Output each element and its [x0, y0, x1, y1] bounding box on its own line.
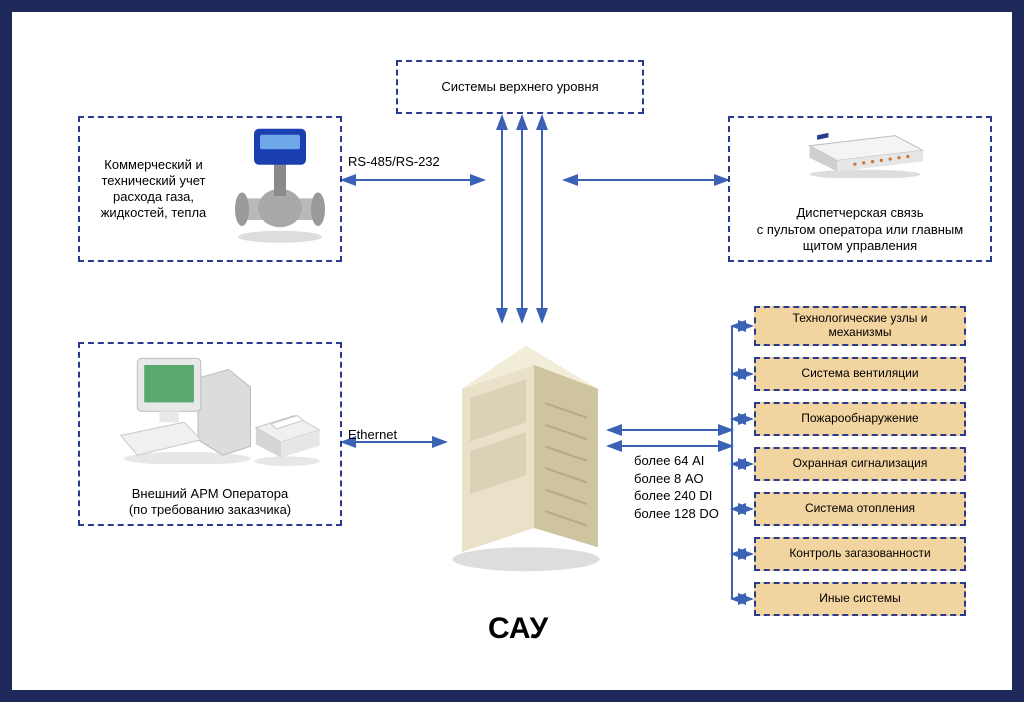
- side-item-0: Технологические узлы имеханизмы: [754, 306, 966, 346]
- box-external-arm-label: Внешний АРМ Оператора(по требованию зака…: [129, 486, 291, 519]
- side-item-1: Система вентиляции: [754, 357, 966, 391]
- printer-icon: [250, 406, 324, 466]
- flow-meter-icon: [230, 124, 330, 244]
- side-item-6: Иные системы: [754, 582, 966, 616]
- outer-frame: Системы верхнего уровня Коммерческий ите…: [0, 0, 1024, 702]
- side-item-2: Пожарообнаружение: [754, 402, 966, 436]
- label-ethernet: Ethernet: [348, 427, 397, 442]
- modem-icon: [802, 132, 928, 178]
- box-upper-systems: Системы верхнего уровня: [396, 60, 644, 114]
- box-upper-systems-label: Системы верхнего уровня: [441, 79, 598, 95]
- signal-specs: более 64 AIболее 8 AOболее 240 DIболее 1…: [634, 452, 719, 522]
- side-item-5: Контроль загазованности: [754, 537, 966, 571]
- box-metering-label: Коммерческий итехнический учетрасхода га…: [86, 157, 221, 222]
- label-rs485: RS-485/RS-232: [348, 154, 440, 169]
- server-icon: [446, 336, 606, 576]
- side-item-3: Охранная сигнализация: [754, 447, 966, 481]
- diagram-title: САУ: [488, 612, 548, 646]
- workstation-icon: [118, 354, 256, 464]
- diagram-canvas: Системы верхнего уровня Коммерческий ите…: [12, 12, 1012, 690]
- side-item-4: Система отопления: [754, 492, 966, 526]
- box-dispatch-label: Диспетчерская связьс пультом оператора и…: [757, 205, 963, 254]
